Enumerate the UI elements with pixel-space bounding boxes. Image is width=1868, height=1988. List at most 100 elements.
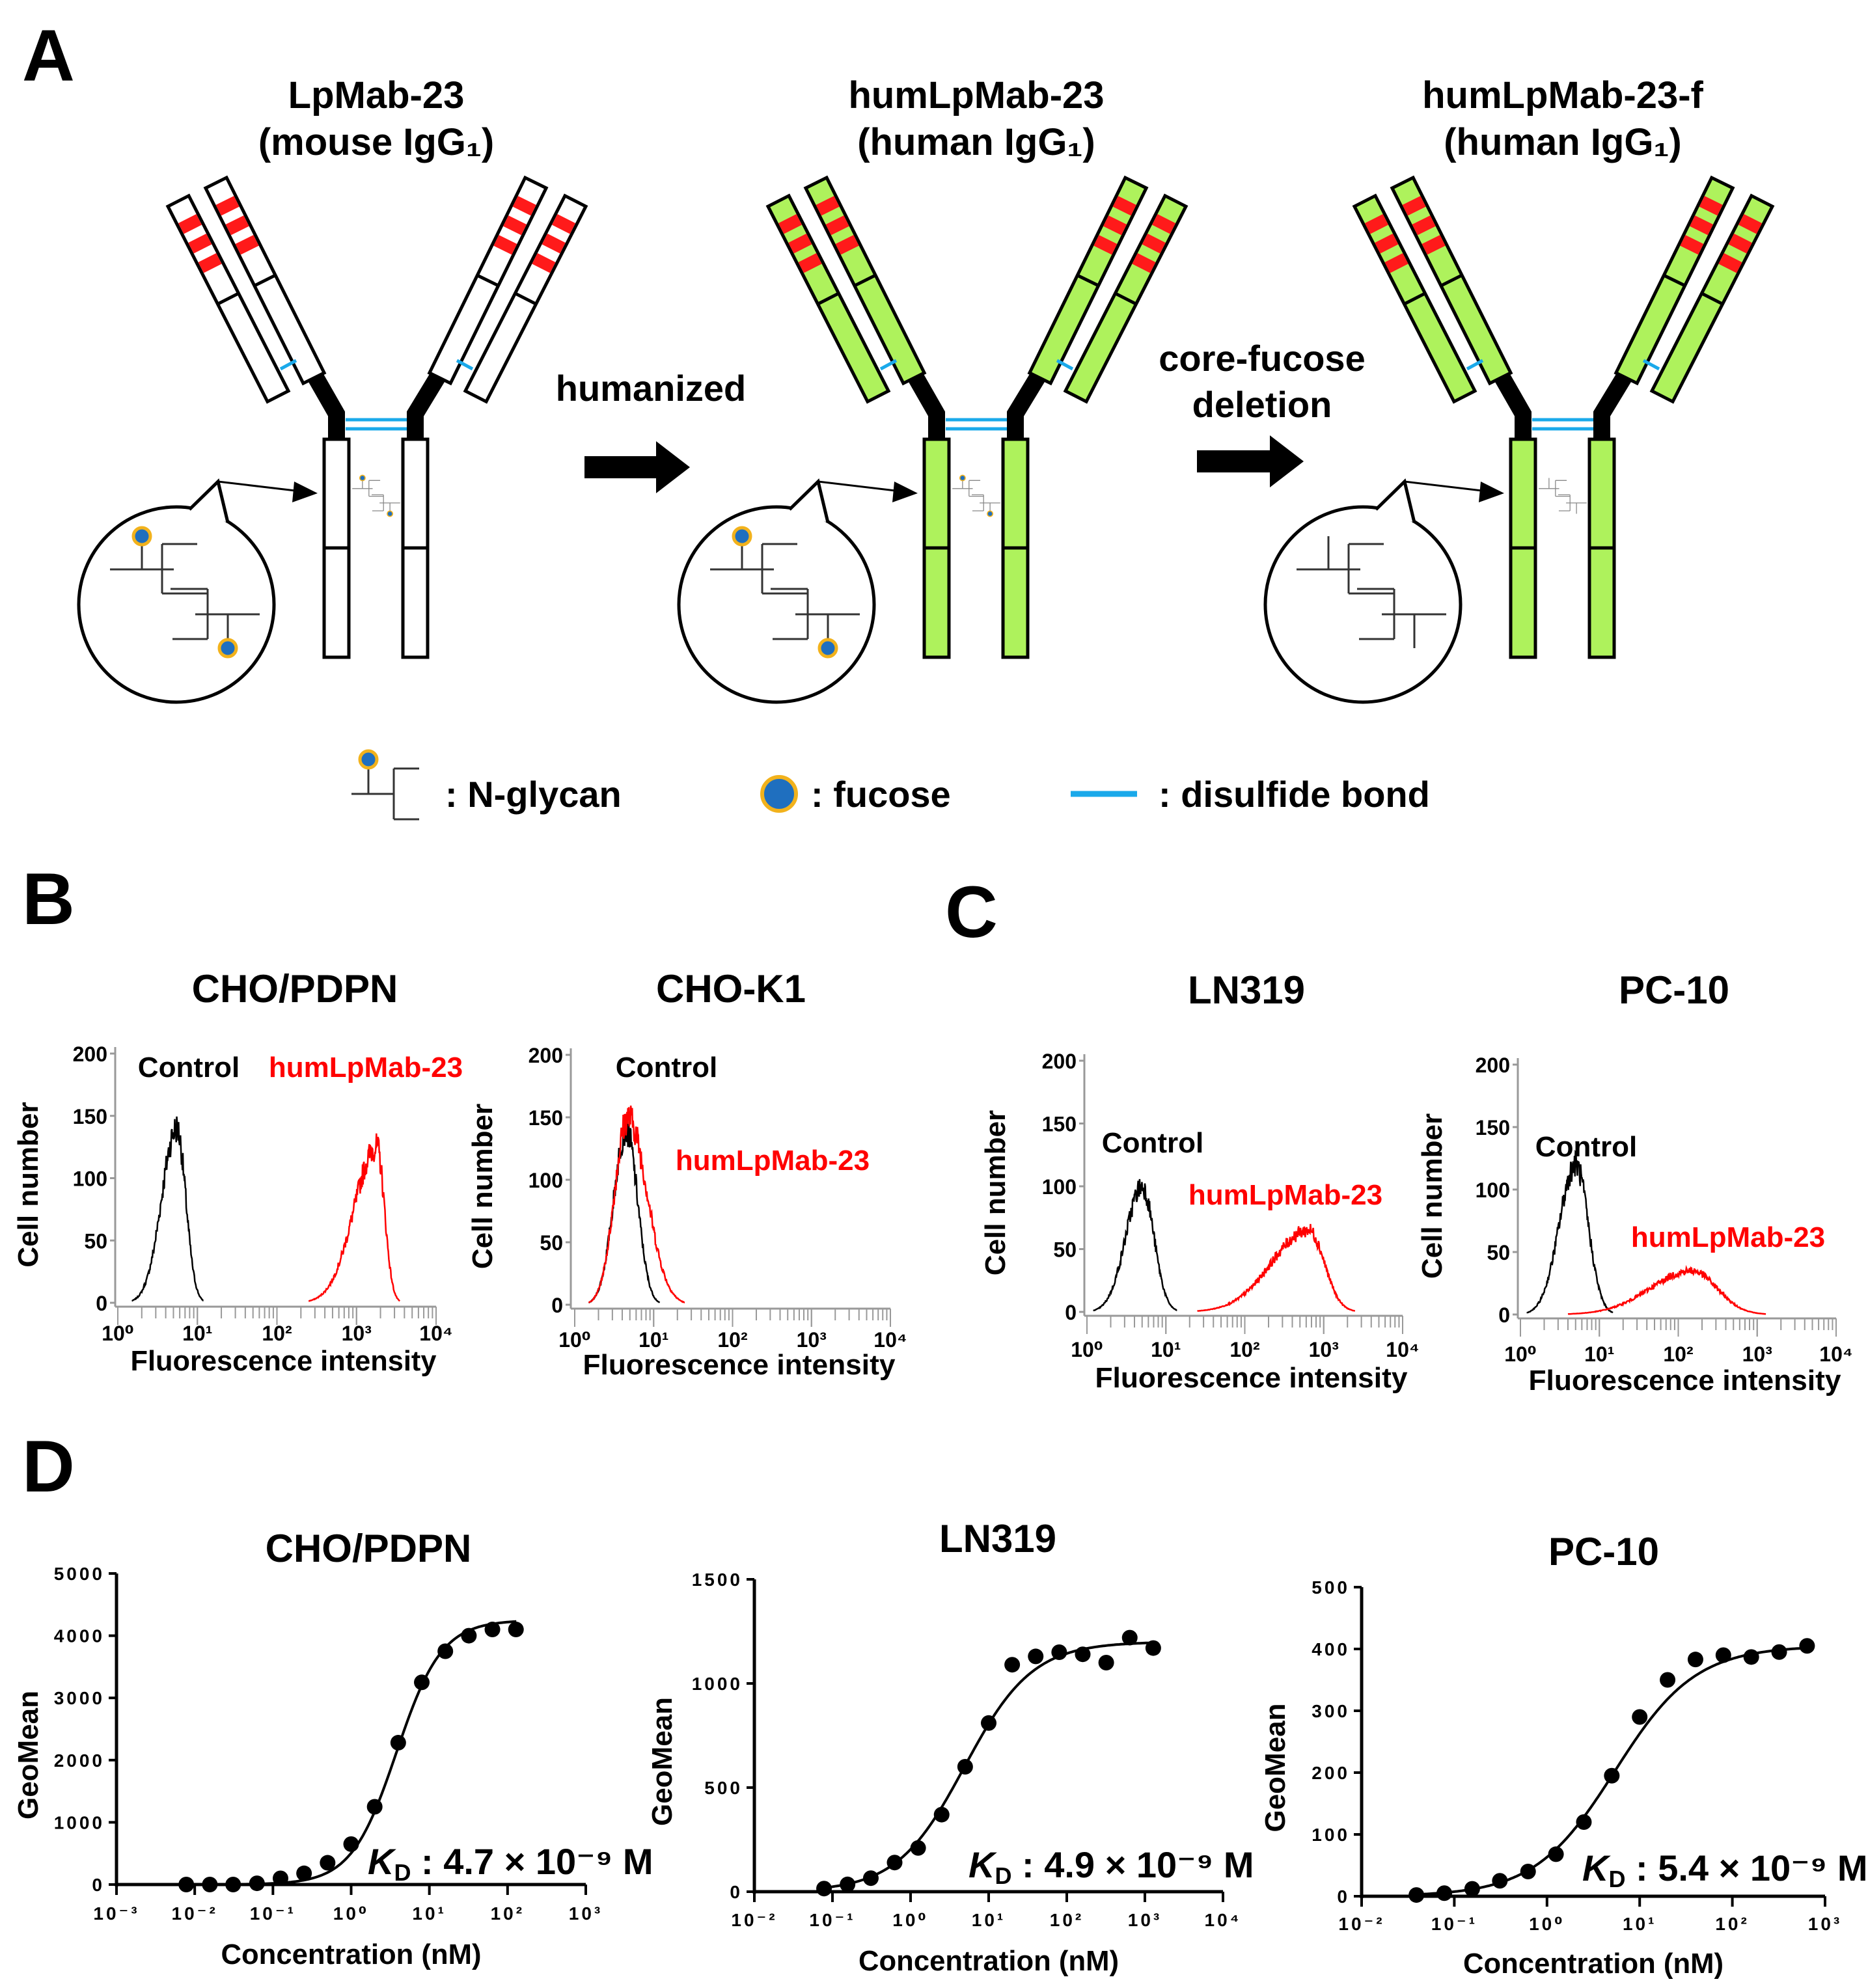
y-tick-label: 50: [84, 1229, 107, 1253]
disulfide-bond: [1642, 359, 1660, 371]
x-tick-label: 10⁴: [873, 1328, 907, 1352]
domain-divider: [253, 273, 277, 288]
y-tick-label: 150: [1042, 1113, 1077, 1136]
x-tick-label: 10²: [1663, 1342, 1693, 1366]
cdr-stripe: [788, 233, 812, 254]
data-point: [343, 1836, 359, 1852]
disulfide-bond: [279, 359, 297, 371]
y-tick-label: 0: [1065, 1301, 1077, 1324]
cdr-stripe: [798, 252, 822, 273]
y-tick-label: 1500: [692, 1570, 743, 1590]
kd-annotation: KD : 5.4 × 10⁻⁹ M: [1582, 1847, 1868, 1892]
fucose-icon: [358, 749, 379, 770]
legend-fucose-icon: [760, 775, 798, 813]
x-tick-label: 10⁰: [102, 1322, 134, 1345]
antibody-1: LpMab-23 (mouse IgG₁): [77, 74, 588, 704]
data-point: [816, 1881, 832, 1897]
cdr-stripe: [1375, 233, 1399, 254]
x-tick-label: 10¹: [182, 1322, 212, 1345]
cdr-stripe: [1384, 252, 1408, 273]
chart-title: LN319: [939, 1517, 1056, 1560]
x-tick-label: 10⁻²: [731, 1910, 777, 1930]
panel-label-a: A: [22, 15, 75, 96]
y-axis-label: Cell number: [12, 1102, 44, 1267]
domain-divider: [476, 273, 499, 288]
series-label-control: Control: [138, 1052, 240, 1083]
antibody-name: LpMab-23: [288, 74, 465, 116]
legend: : N-glycan: fucose: disulfide bond: [351, 749, 1430, 821]
light-chain-right: [1063, 193, 1188, 404]
data-point: [910, 1840, 926, 1856]
x-tick-label: 10⁴: [419, 1322, 452, 1345]
data-point: [1051, 1644, 1067, 1660]
legend-n-glycan-icon: [351, 749, 419, 821]
panel-label-d: D: [22, 1426, 75, 1507]
data-point: [1660, 1672, 1676, 1688]
light-chain-right: [1649, 193, 1775, 404]
hinge-right: [407, 373, 445, 439]
y-tick-label: 150: [73, 1105, 107, 1128]
x-tick-label: 10⁻¹: [250, 1903, 296, 1924]
data-point: [414, 1674, 430, 1691]
data-point: [1520, 1864, 1536, 1879]
chart-title: CHO-K1: [656, 967, 806, 1011]
arrow-right-icon: [1270, 435, 1304, 487]
cdr-stripe: [1103, 215, 1127, 236]
data-point: [484, 1622, 501, 1638]
data-point: [1121, 1629, 1138, 1646]
x-tick-label: 10⁻¹: [809, 1910, 855, 1930]
x-tick-label: 10²: [491, 1903, 525, 1924]
data-point: [1492, 1873, 1508, 1889]
arrow-label: deletion: [1192, 384, 1332, 425]
cdr-stripe: [1132, 252, 1156, 273]
data-point: [1799, 1638, 1815, 1654]
y-tick-label: 50: [1487, 1241, 1510, 1264]
x-axis-label: Fluorescence intensity: [1095, 1362, 1408, 1394]
data-point: [933, 1806, 950, 1823]
magnify-bubble: [677, 505, 876, 704]
series-label-antibody: humLpMab-23: [269, 1052, 463, 1083]
x-tick-label: 10³: [1309, 1338, 1339, 1361]
legend-label-n-glycan: : N-glycan: [445, 774, 622, 815]
disulfide-bond: [879, 359, 898, 371]
data-point: [1436, 1885, 1453, 1901]
pointer-arrowhead-icon: [1479, 482, 1504, 502]
data-point: [1715, 1647, 1731, 1663]
y-tick-label: 0: [551, 1294, 563, 1317]
domain-divider: [1403, 292, 1426, 306]
n-glycan-detail: [110, 526, 260, 659]
data-point: [1743, 1649, 1759, 1665]
cdr-stripe: [1142, 233, 1166, 254]
x-tick-label: 10⁰: [1529, 1914, 1565, 1934]
kd-symbol: K: [1582, 1847, 1611, 1888]
x-axis-label: Concentration (nM): [221, 1939, 482, 1970]
y-tick-label: 100: [529, 1169, 563, 1192]
y-tick-label: 150: [529, 1106, 563, 1130]
x-tick-label: 10³: [569, 1903, 603, 1924]
light-chain-right: [463, 193, 588, 404]
pointer-line: [817, 480, 901, 493]
x-tick-label: 10¹: [972, 1910, 1006, 1930]
histogram-curve-control: [1093, 1178, 1177, 1311]
disulfide-bond: [456, 359, 474, 371]
kd-annotation: KD : 4.9 × 10⁻⁹ M: [968, 1844, 1254, 1889]
process-arrow-1: humanized: [556, 368, 746, 493]
histogram-curve-control: [131, 1116, 204, 1302]
y-axis-label: Cell number: [1416, 1113, 1448, 1279]
y-tick-label: 200: [73, 1042, 107, 1066]
fc-n-glycan: [952, 474, 1000, 517]
histogram-pc-10: PC-10 0 50 100 150 200 10⁰ 10¹ 10² 10³ 10⁴Fluoresc…: [1416, 968, 1853, 1396]
data-point: [1408, 1887, 1425, 1903]
panel-label-b: B: [22, 858, 75, 940]
fucose-icon: [959, 474, 966, 482]
heavy-chain-right: [1027, 175, 1149, 386]
heavy-chain-left: [803, 175, 927, 386]
data-point: [1075, 1646, 1091, 1663]
x-axis-label: Fluorescence intensity: [131, 1345, 437, 1377]
y-tick-label: 200: [529, 1044, 563, 1067]
x-tick-label: 10²: [1715, 1914, 1749, 1934]
domain-divider: [514, 292, 537, 306]
cdr-stripe: [215, 196, 240, 216]
y-axis-label: GeoMean: [12, 1691, 44, 1819]
